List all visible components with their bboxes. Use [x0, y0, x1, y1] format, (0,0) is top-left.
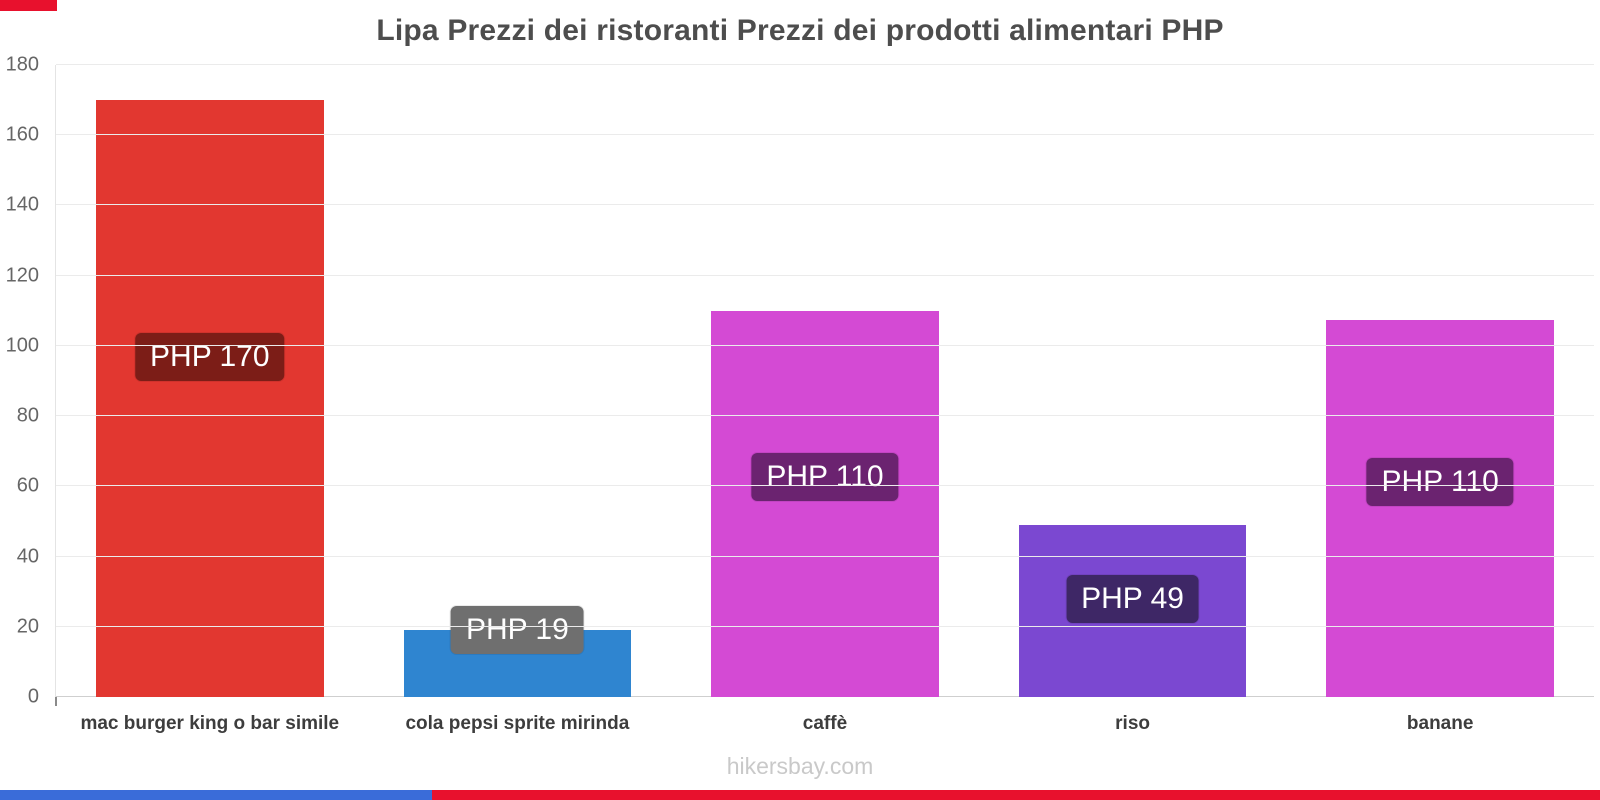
watermark-text: hikersbay.com — [726, 753, 874, 779]
bars-container: PHP 170 mac burger king o bar simile PHP 1… — [56, 65, 1594, 734]
y-tick-label-160: 160 — [5, 123, 39, 146]
bar-0: PHP 170 — [95, 100, 324, 697]
chart-title: Lipa Prezzi dei ristoranti Prezzi dei pr… — [376, 14, 1224, 47]
gridline-60 — [56, 485, 1594, 487]
bar-slot-0: PHP 170 mac burger king o bar simile — [56, 65, 364, 734]
origin-tick — [55, 697, 57, 706]
bar-value-label-2: PHP 110 — [751, 452, 899, 501]
bar-slot-4: PHP 110 banane — [1286, 65, 1594, 734]
bar-3: PHP 49 — [1018, 524, 1247, 697]
bar-4: PHP 110 — [1326, 319, 1554, 697]
y-tick-label-120: 120 — [5, 264, 39, 287]
bar-slot-2: PHP 110 caffè — [671, 65, 979, 734]
bar-value-label-4: PHP 110 — [1366, 457, 1514, 506]
y-tick-label-80: 80 — [16, 404, 39, 427]
gridline-140 — [56, 204, 1594, 206]
gridline-40 — [56, 555, 1594, 557]
gridline-20 — [56, 625, 1594, 627]
bar-1: PHP 19 — [403, 606, 632, 697]
bottom-strip-segment-0 — [0, 790, 432, 800]
x-axis-label-4: banane — [1406, 713, 1474, 734]
y-tick-label-0: 0 — [27, 685, 39, 708]
y-tick-label-60: 60 — [16, 474, 39, 497]
bar-value-label-1: PHP 19 — [450, 606, 584, 655]
y-tick-label-40: 40 — [16, 545, 39, 568]
gridline-180 — [56, 64, 1594, 65]
x-axis-label-3: riso — [1115, 713, 1150, 734]
y-tick-label-100: 100 — [5, 334, 39, 357]
top-decorative-strip — [0, 0, 57, 11]
bar-value-label-0: PHP 170 — [135, 332, 285, 381]
y-axis-labels: 0 20 40 60 80 100 120 140 160 180 — [0, 54, 47, 708]
plot-area: PHP 170 mac burger king o bar simile PHP 1… — [55, 64, 1594, 734]
gridline-100 — [56, 344, 1594, 346]
gridline-80 — [56, 415, 1594, 417]
x-axis-label-0: mac burger king o bar simile — [80, 713, 340, 734]
y-tick-label-20: 20 — [16, 615, 39, 638]
bar-slot-3: PHP 49 riso — [979, 65, 1287, 734]
x-axis-label-1: cola pepsi sprite mirinda — [405, 713, 630, 734]
gridline-120 — [56, 274, 1594, 276]
bar-slot-1: PHP 19 cola pepsi sprite mirinda — [364, 65, 672, 734]
bar-2: PHP 110 — [711, 310, 939, 697]
bar-value-label-3: PHP 49 — [1066, 574, 1199, 623]
bottom-strip-segment-1 — [432, 790, 1600, 800]
y-tick-label-140: 140 — [5, 193, 39, 216]
x-axis-label-2: caffè — [802, 713, 848, 734]
bottom-decorative-strip — [0, 790, 1600, 800]
y-tick-label-180: 180 — [5, 53, 39, 76]
gridline-160 — [56, 134, 1594, 136]
